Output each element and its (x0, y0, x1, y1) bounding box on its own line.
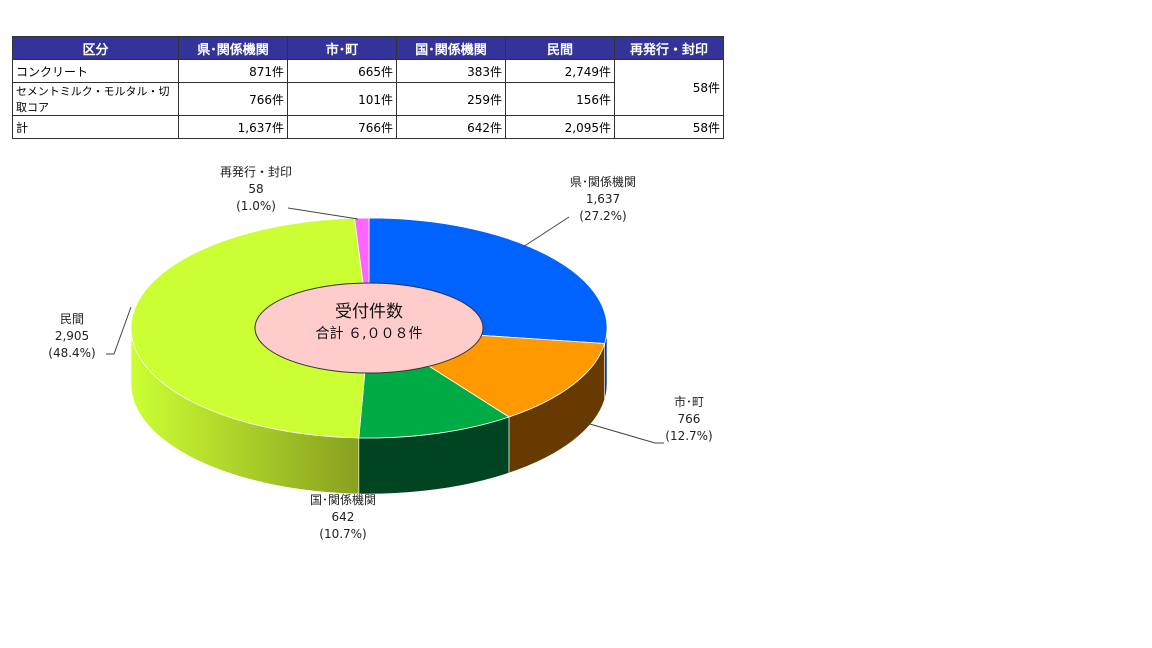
cell: 665件 (287, 59, 397, 83)
header-cell: 国･関係機関 (396, 36, 506, 60)
cell: 766件 (287, 115, 397, 139)
cell: 766件 (178, 82, 288, 116)
table-row: セメントミルク・モルタル・切取コア 766件 101件 259件 156件 (12, 82, 724, 116)
table-total-row: 計 1,637件 766件 642件 2,095件 58件 (12, 115, 724, 139)
center-label: 受付件数 合計 ６,００８件 (316, 300, 423, 344)
center-hole (254, 282, 484, 374)
cell: 871件 (178, 59, 288, 83)
center-title: 受付件数 (335, 302, 403, 322)
data-label: 民間 2,905 (48.4%) (48, 312, 96, 360)
leader-line (522, 216, 570, 248)
cell: 259件 (396, 82, 506, 116)
cell: 2,095件 (505, 115, 615, 139)
data-label: 再発行・封印 58 (1.0%) (219, 165, 293, 213)
leader-line (287, 207, 359, 220)
summary-table: 区分 県･関係機関 市･町 国･関係機関 民間 再発行・封印 コンクリート 87… (12, 36, 724, 139)
header-cell: 民間 (505, 36, 615, 60)
table-header-row: 区分 県･関係機関 市･町 国･関係機関 民間 再発行・封印 (12, 36, 724, 60)
leader-line (106, 306, 132, 355)
center-total: 合計 ６,００８件 (315, 326, 423, 342)
header-cell: 区分 (12, 36, 179, 60)
row-label: セメントミルク・モルタル・切取コア (12, 82, 179, 116)
cell: 2,749件 (505, 59, 615, 83)
cell: 101件 (287, 82, 397, 116)
leader-line (582, 421, 664, 444)
data-label: 県･関係機関 1,637 (27.2%) (569, 175, 637, 223)
cell: 1,637件 (178, 115, 288, 139)
data-label: 国･関係機関 642 (10.7%) (309, 493, 377, 541)
cell: 642件 (396, 115, 506, 139)
cell: 58件 (614, 115, 724, 139)
pie-slice-3 (130, 217, 370, 439)
row-label: 計 (12, 115, 179, 139)
data-label: 市･町 766 (12.7%) (665, 395, 713, 443)
